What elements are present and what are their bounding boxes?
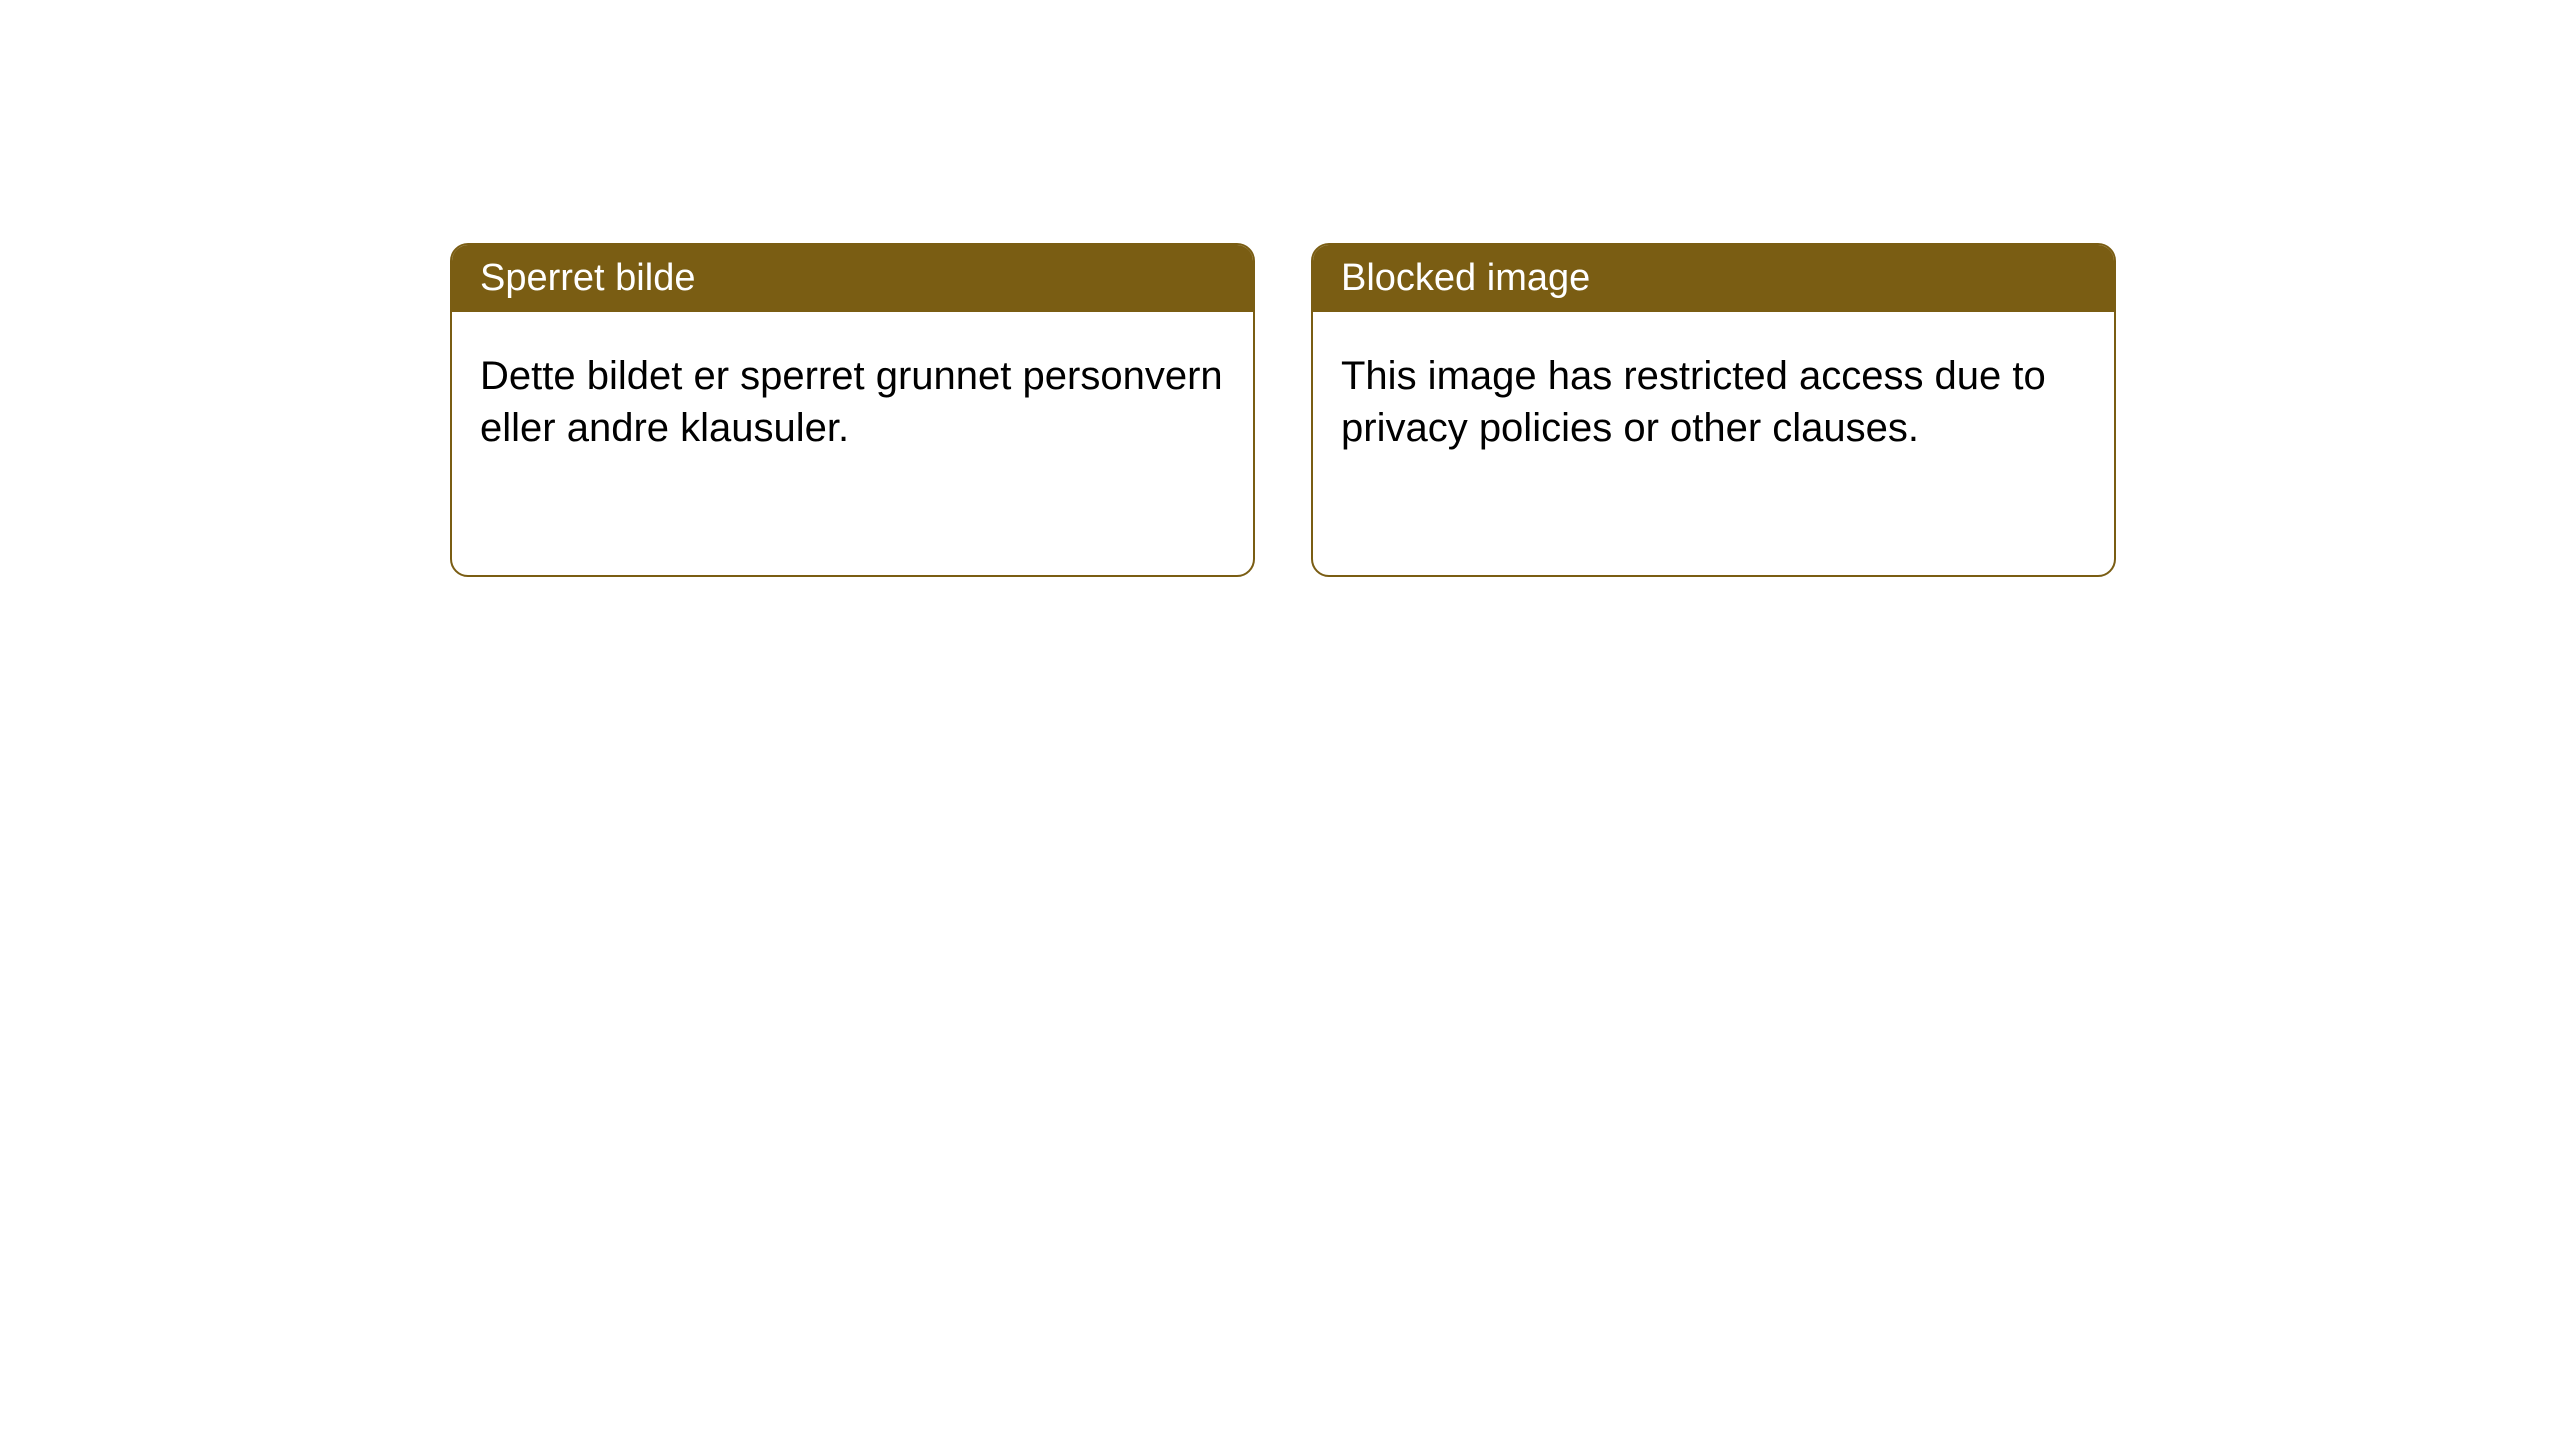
notice-title: Sperret bilde xyxy=(480,257,695,299)
notice-header: Blocked image xyxy=(1313,245,2114,312)
notice-card-english: Blocked image This image has restricted … xyxy=(1311,243,2116,577)
notice-header: Sperret bilde xyxy=(452,245,1253,312)
notice-body: Dette bildet er sperret grunnet personve… xyxy=(452,312,1253,492)
notice-card-norwegian: Sperret bilde Dette bildet er sperret gr… xyxy=(450,243,1255,577)
notice-message: This image has restricted access due to … xyxy=(1341,354,2046,450)
notice-cards-container: Sperret bilde Dette bildet er sperret gr… xyxy=(450,243,2116,577)
notice-body: This image has restricted access due to … xyxy=(1313,312,2114,492)
notice-message: Dette bildet er sperret grunnet personve… xyxy=(480,354,1223,450)
notice-title: Blocked image xyxy=(1341,257,1590,299)
